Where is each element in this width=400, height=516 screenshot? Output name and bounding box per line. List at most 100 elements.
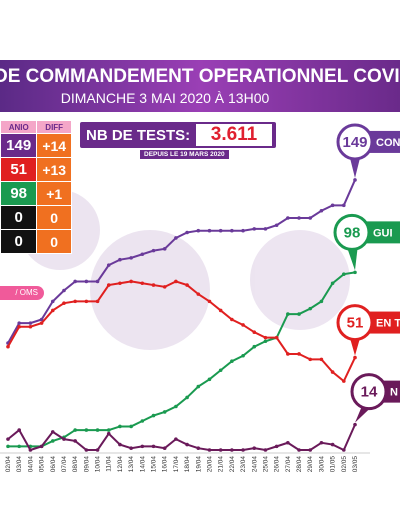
point xyxy=(162,247,167,251)
pin-bubble xyxy=(333,213,371,251)
point xyxy=(353,178,357,182)
x-tick-label: 14/04 xyxy=(139,456,146,473)
point xyxy=(129,279,133,284)
point xyxy=(84,279,89,284)
line xyxy=(8,271,356,448)
x-tick-label: 09/04 xyxy=(83,456,90,473)
point xyxy=(140,444,145,449)
title: DE COMMANDEMENT OPERATIONNEL COVI xyxy=(0,66,400,87)
point xyxy=(230,448,234,452)
point xyxy=(252,330,257,334)
point xyxy=(330,370,335,374)
point xyxy=(286,352,290,356)
point xyxy=(140,252,145,257)
x-tick-label: 04/04 xyxy=(27,456,34,473)
table-header: ANIO xyxy=(0,120,38,134)
x-tick-label: 13/04 xyxy=(128,456,135,473)
point xyxy=(241,353,245,358)
x-tick-label: 30/04 xyxy=(318,456,325,473)
point xyxy=(330,442,335,447)
point xyxy=(118,257,122,262)
point xyxy=(106,263,111,267)
point xyxy=(342,448,346,452)
point xyxy=(17,444,21,449)
tests-since: DEPUIS LE 19 MARS 2020 xyxy=(140,150,229,159)
point xyxy=(274,444,279,449)
point xyxy=(162,446,167,450)
point xyxy=(151,283,156,287)
point xyxy=(17,428,21,432)
x-tick-label: 22/04 xyxy=(229,456,236,473)
point xyxy=(95,279,100,284)
x-tick-label: 19/04 xyxy=(195,456,202,473)
tests-value: 3.611 xyxy=(196,124,272,146)
point xyxy=(140,419,145,423)
point xyxy=(185,395,189,400)
point xyxy=(84,299,89,304)
point xyxy=(196,228,201,233)
x-tick-label: 29/04 xyxy=(307,456,314,473)
point xyxy=(185,283,189,287)
point xyxy=(50,308,55,313)
point xyxy=(207,299,212,304)
pin-bubble xyxy=(336,304,374,342)
point xyxy=(297,448,301,452)
x-tick-label: 25/04 xyxy=(262,456,269,473)
point xyxy=(207,377,212,382)
point xyxy=(308,306,313,311)
table-cell: +13 xyxy=(36,157,72,182)
point xyxy=(39,444,44,449)
point xyxy=(73,439,77,443)
point xyxy=(62,437,66,441)
end-value-label: 14 xyxy=(361,384,378,401)
point xyxy=(106,283,111,287)
point xyxy=(62,301,66,305)
point xyxy=(342,203,346,208)
table-cell: 0 xyxy=(36,229,72,254)
oms-button[interactable]: / OMS xyxy=(0,286,44,300)
x-tick-label: 15/04 xyxy=(151,456,158,473)
point xyxy=(6,344,10,349)
x-tick-label: 08/04 xyxy=(72,456,79,473)
table-cell: 149 xyxy=(0,133,38,158)
table-cell: 0 xyxy=(0,205,38,230)
x-tick-label: 27/04 xyxy=(285,456,292,473)
point xyxy=(118,281,122,286)
point xyxy=(207,228,212,233)
point xyxy=(286,440,290,445)
table-cell: +1 xyxy=(36,181,72,206)
point xyxy=(28,324,33,329)
x-tick-label: 12/04 xyxy=(117,456,124,473)
point xyxy=(129,446,133,450)
point xyxy=(151,444,156,449)
pin-bubble xyxy=(350,373,388,411)
point xyxy=(174,437,178,441)
point xyxy=(50,299,55,304)
point xyxy=(274,335,279,340)
point xyxy=(342,272,346,276)
x-tick-label: 24/04 xyxy=(251,456,258,473)
legend-label-box xyxy=(365,311,400,334)
point xyxy=(185,230,189,235)
tests-box: NB DE TESTS: 3.611 xyxy=(80,122,276,148)
point xyxy=(95,448,100,452)
point xyxy=(174,404,178,409)
point xyxy=(319,357,324,362)
point xyxy=(241,228,245,233)
x-tick-label: 01/05 xyxy=(330,456,337,473)
point xyxy=(263,335,268,340)
point xyxy=(140,281,145,286)
point xyxy=(50,430,55,434)
point xyxy=(73,279,77,284)
point xyxy=(151,413,156,418)
point xyxy=(353,422,357,427)
point xyxy=(28,448,33,452)
header: DE COMMANDEMENT OPERATIONNEL COVI DIMANC… xyxy=(0,60,400,112)
point xyxy=(129,424,133,429)
point xyxy=(106,428,111,432)
point xyxy=(297,312,301,316)
point xyxy=(319,299,324,304)
point xyxy=(263,339,268,344)
